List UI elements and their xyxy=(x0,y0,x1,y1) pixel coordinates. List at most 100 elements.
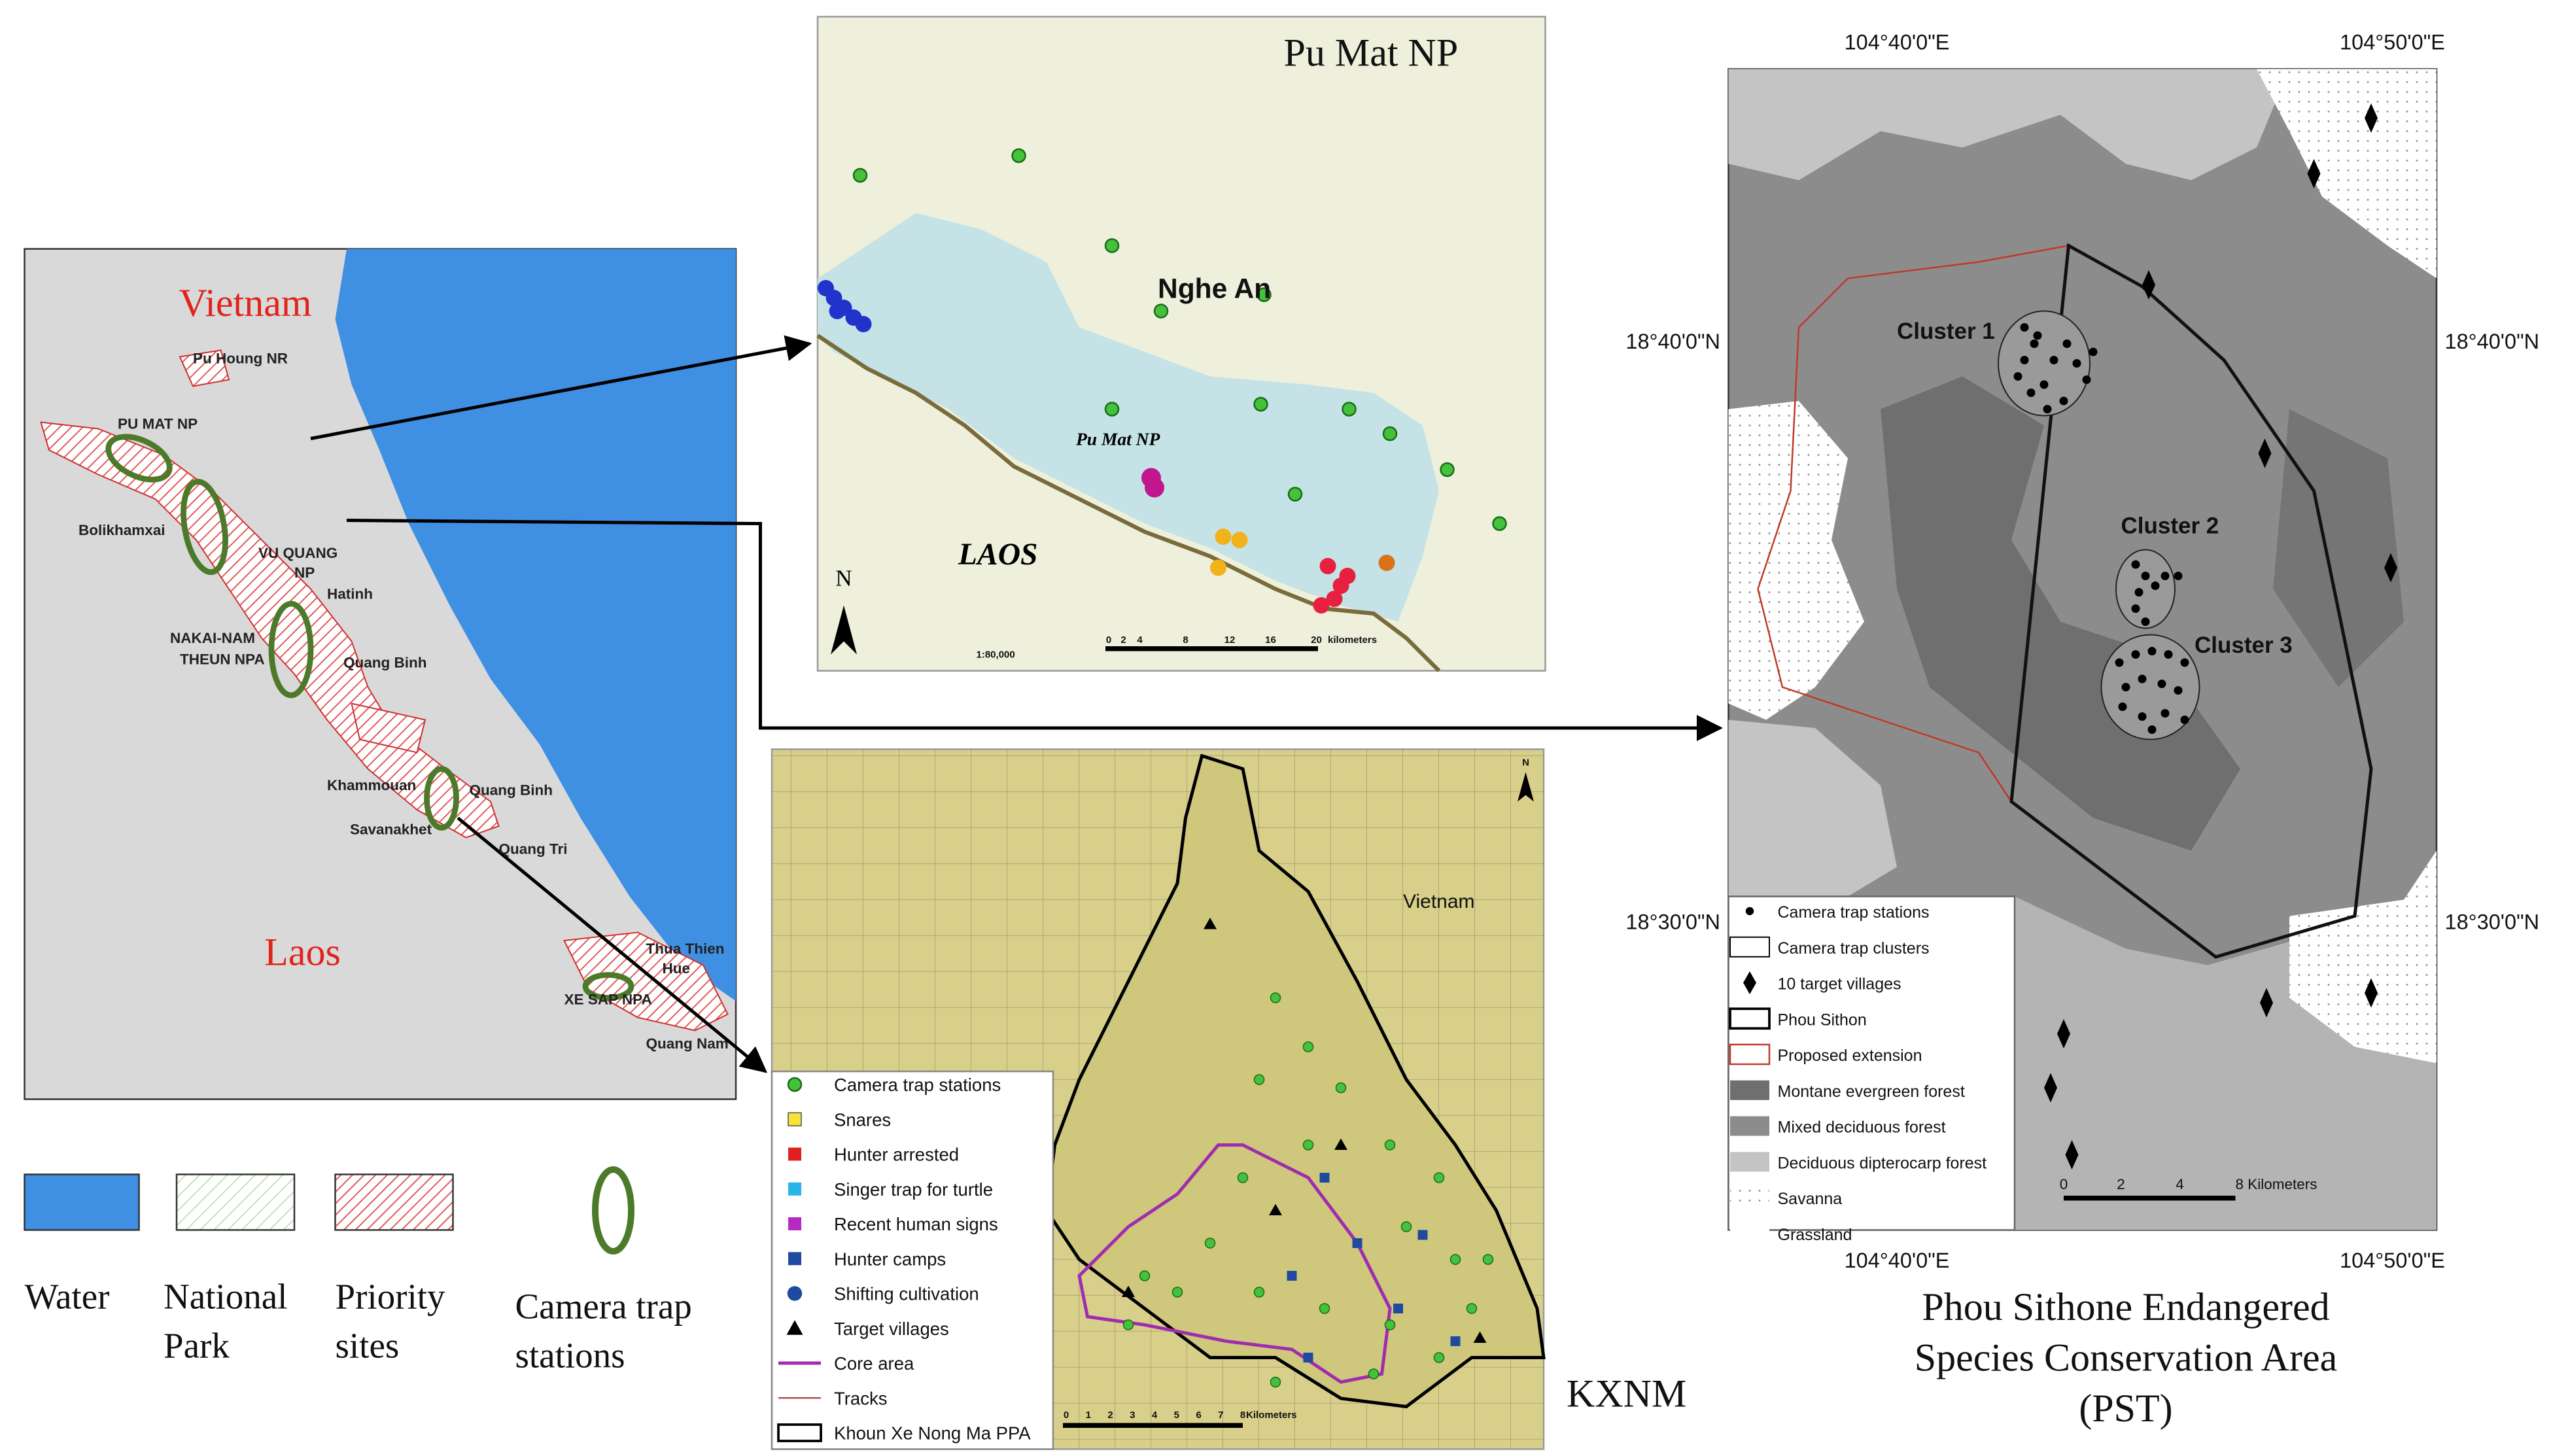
place-label: Hatinh xyxy=(327,586,373,602)
site-ring xyxy=(181,478,228,576)
station xyxy=(1440,462,1455,477)
scale-label: 16 xyxy=(1265,634,1276,646)
legend-icon xyxy=(788,1217,801,1230)
legend-icon xyxy=(1729,936,1770,958)
legend-label: National xyxy=(164,1277,287,1317)
stations xyxy=(818,148,1507,614)
legend-icon xyxy=(1730,1116,1769,1136)
station xyxy=(2180,658,2189,667)
place-label: Laos xyxy=(264,931,341,974)
village xyxy=(2384,553,2397,583)
place-label: Khammouan xyxy=(327,777,416,793)
cluster-ring xyxy=(2100,634,2200,740)
scale-label: 0 xyxy=(1064,1410,1069,1421)
village xyxy=(2365,103,2378,133)
place-label: Quang Binh xyxy=(343,655,427,671)
hunter-camp xyxy=(1393,1304,1403,1313)
cluster-label: Cluster 3 xyxy=(2195,633,2293,658)
legend-label: Camera trap xyxy=(515,1287,692,1326)
station xyxy=(1253,1287,1265,1298)
legend-box xyxy=(1727,895,2016,1231)
lat-label: 18°30'0"N xyxy=(1625,910,1720,934)
station xyxy=(1139,1270,1151,1281)
map-title: Pu Mat NP xyxy=(1284,31,1459,75)
hunter-camp xyxy=(1303,1353,1313,1362)
station xyxy=(2082,375,2091,384)
place-label: Savanakhet xyxy=(350,822,432,838)
legend-icon xyxy=(787,1077,803,1092)
legend-label: Deciduous dipterocarp forest xyxy=(1778,1154,1987,1172)
place-label: PU MAT NP xyxy=(118,416,198,432)
lon-label: 104°50'0"E xyxy=(2340,1249,2445,1272)
priority-site xyxy=(351,702,426,754)
station xyxy=(2020,323,2029,332)
station xyxy=(2013,372,2022,381)
station xyxy=(2141,617,2150,626)
legend-label: Recent human signs xyxy=(834,1214,998,1234)
forest-patch xyxy=(1728,719,1897,897)
legend-icon xyxy=(1730,1188,1769,1207)
station xyxy=(2147,725,2157,734)
station xyxy=(2089,347,2098,356)
scale-label: 6 xyxy=(1196,1410,1201,1421)
north-arrow xyxy=(831,605,857,655)
north-arrow xyxy=(1518,772,1534,802)
station xyxy=(2118,702,2127,711)
phou-sithon-boundary xyxy=(2009,243,2373,959)
lat-label: 18°40'0"N xyxy=(2445,330,2540,353)
hunter-camp xyxy=(1450,1336,1461,1346)
station xyxy=(2020,356,2029,364)
record xyxy=(1145,477,1164,498)
site-ring xyxy=(268,600,314,699)
scale-label: 8 Kilometers xyxy=(2236,1176,2317,1192)
place-label: Hue xyxy=(663,960,691,977)
legend-box xyxy=(771,1070,1054,1450)
north-label: N xyxy=(1522,757,1529,769)
sea xyxy=(335,249,736,1001)
station xyxy=(2151,581,2160,590)
station xyxy=(2180,716,2189,724)
station xyxy=(1287,487,1303,502)
place-label: Quang Tri xyxy=(499,841,568,858)
legend-label: Montane evergreen forest xyxy=(1778,1083,1965,1101)
station xyxy=(1342,402,1357,417)
station xyxy=(2049,356,2058,364)
station xyxy=(1253,1074,1265,1085)
place-label: XE SAP NPA xyxy=(564,992,652,1008)
place-label: Quang Binh xyxy=(470,782,553,799)
place-label: THEUN NPA xyxy=(180,651,265,668)
station xyxy=(2138,674,2147,684)
place-label: Vietnam xyxy=(179,281,312,324)
station xyxy=(1449,1254,1461,1265)
arrow xyxy=(310,335,812,440)
legend-label: sites xyxy=(336,1326,400,1366)
village xyxy=(2365,978,2378,1008)
cluster-ring xyxy=(2115,549,2176,629)
station xyxy=(1237,1172,1249,1183)
scale-bar xyxy=(1063,1423,1243,1428)
place-label: NAKAI-NAM xyxy=(170,630,255,646)
north-label: N xyxy=(835,566,852,591)
station xyxy=(2164,650,2173,659)
station xyxy=(1270,992,1281,1003)
station xyxy=(2174,572,2183,580)
village xyxy=(1204,918,1217,929)
scale-label: 3 xyxy=(1130,1410,1135,1421)
scale-label: 0 xyxy=(2060,1176,2068,1192)
station xyxy=(1492,516,1507,531)
legend-label: Water xyxy=(25,1277,110,1317)
place-label: NP xyxy=(294,564,315,581)
legend-label: Priority xyxy=(336,1277,446,1317)
station xyxy=(2033,331,2042,340)
park-area xyxy=(818,213,1439,622)
map-caption: (PST) xyxy=(2079,1387,2172,1430)
border xyxy=(816,334,1441,672)
station xyxy=(2030,339,2039,348)
station xyxy=(1302,1041,1314,1052)
station xyxy=(2131,604,2140,613)
hunter-camp xyxy=(1319,1173,1330,1183)
province-label: Nghe An xyxy=(1158,274,1271,305)
place-label: Quang Nam xyxy=(646,1035,729,1052)
legend-label: Savanna xyxy=(1778,1190,1843,1208)
legend-label: Snares xyxy=(834,1109,891,1130)
